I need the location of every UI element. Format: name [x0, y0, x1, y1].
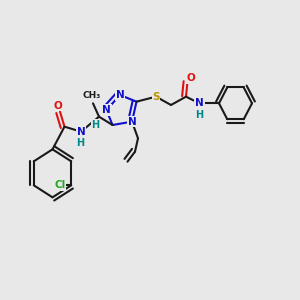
- Text: N: N: [116, 90, 124, 100]
- Text: H: H: [195, 110, 204, 120]
- Text: N: N: [102, 105, 111, 115]
- Text: H: H: [76, 138, 85, 148]
- Text: H: H: [91, 120, 100, 130]
- Text: N: N: [76, 127, 85, 137]
- Text: O: O: [53, 101, 62, 111]
- Text: N: N: [195, 98, 204, 108]
- Text: S: S: [152, 92, 160, 102]
- Text: O: O: [186, 73, 195, 83]
- Text: Cl: Cl: [54, 180, 65, 190]
- Text: N: N: [128, 117, 136, 127]
- Text: CH₃: CH₃: [82, 92, 100, 100]
